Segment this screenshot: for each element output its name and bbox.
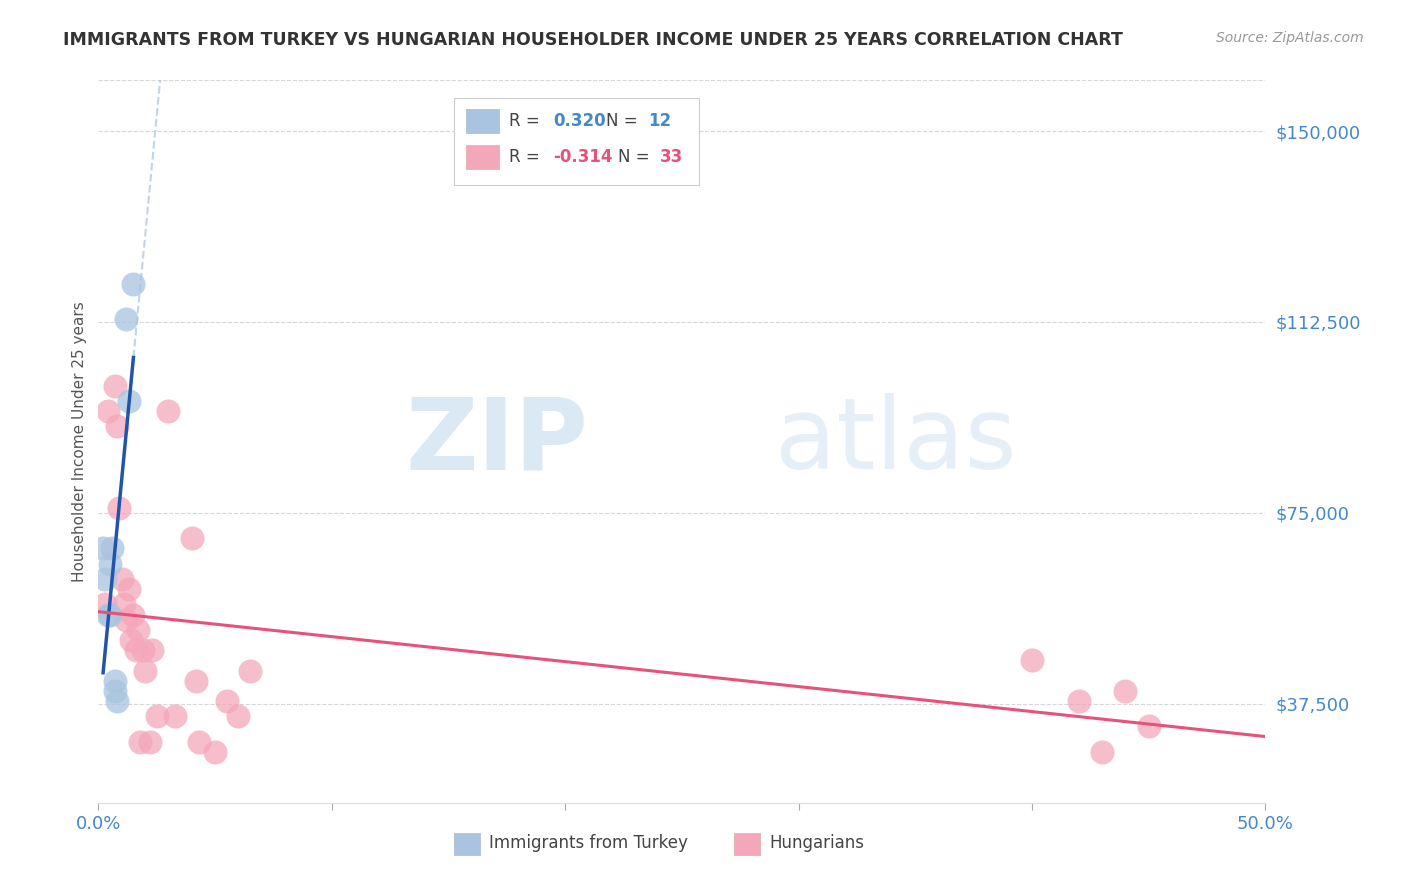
Text: Source: ZipAtlas.com: Source: ZipAtlas.com [1216,31,1364,45]
Text: N =: N = [606,112,638,129]
Point [139,735,162,749]
Point [97,404,120,418]
Text: 12: 12 [648,112,671,129]
Point [187,735,209,749]
Text: 33: 33 [659,148,683,166]
Point [104,378,127,392]
Point [1114,684,1136,698]
Point [98,607,121,622]
Point [141,643,163,657]
Point [239,664,262,678]
Point [134,664,156,678]
Point [165,709,187,723]
Point [1091,745,1114,759]
Point [127,623,149,637]
Point [1021,653,1043,667]
Point [118,582,141,596]
Point [115,613,138,627]
Text: R =: R = [509,112,540,129]
Point [104,684,127,698]
Point [105,419,128,434]
Point [104,673,127,688]
Y-axis label: Householder Income Under 25 years: Householder Income Under 25 years [72,301,87,582]
Point [94,572,117,586]
Point [97,607,120,622]
Point [122,277,145,291]
Point [108,500,131,515]
Point [105,694,128,708]
Point [94,598,117,612]
Point [118,393,141,408]
FancyBboxPatch shape [465,145,499,169]
Text: Hungarians: Hungarians [769,834,865,852]
Point [180,531,202,545]
Point [122,607,145,622]
Text: R =: R = [509,148,540,166]
Point [146,709,169,723]
Text: IMMIGRANTS FROM TURKEY VS HUNGARIAN HOUSEHOLDER INCOME UNDER 25 YEARS CORRELATIO: IMMIGRANTS FROM TURKEY VS HUNGARIAN HOUS… [63,31,1123,49]
Point [132,643,155,657]
Text: ZIP: ZIP [406,393,589,490]
Point [186,673,208,688]
FancyBboxPatch shape [454,833,479,855]
Point [112,598,135,612]
Point [228,709,250,723]
Point [129,735,152,749]
Point [1137,719,1160,733]
Point [111,572,134,586]
Text: 0.320: 0.320 [554,112,606,129]
FancyBboxPatch shape [734,833,761,855]
Point [125,643,148,657]
Point [101,541,124,556]
Point [157,404,180,418]
Text: Immigrants from Turkey: Immigrants from Turkey [489,834,688,852]
Point [98,557,121,571]
Text: atlas: atlas [775,393,1017,490]
Point [204,745,226,759]
Text: N =: N = [617,148,650,166]
Point [91,541,114,556]
FancyBboxPatch shape [454,98,699,185]
FancyBboxPatch shape [465,109,499,133]
Point [215,694,238,708]
Text: -0.314: -0.314 [554,148,613,166]
Point [1067,694,1090,708]
Point [120,632,142,647]
Point [115,312,138,326]
